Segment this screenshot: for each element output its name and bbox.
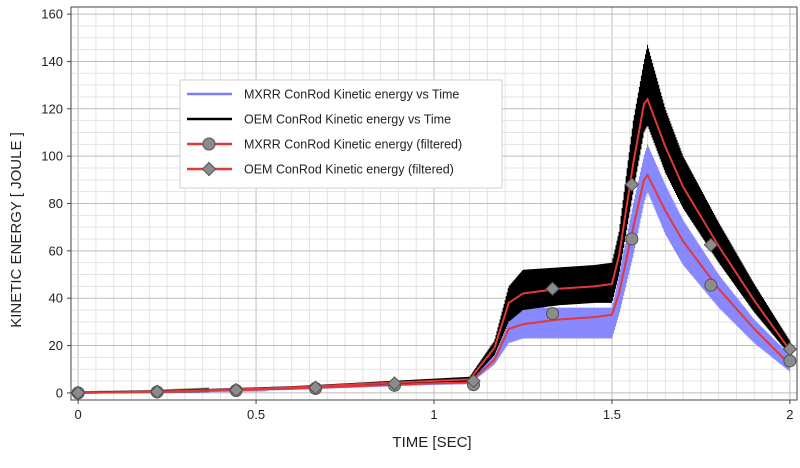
series-4-marker xyxy=(466,373,481,389)
series-4-marker xyxy=(782,341,798,357)
series-3-marker xyxy=(546,307,560,321)
y-tick-label: 80 xyxy=(49,196,63,211)
y-tick-label: 20 xyxy=(49,338,63,353)
legend-label: OEM ConRod Kinetic energy (filtered) xyxy=(244,163,454,177)
legend-label: MXRR ConRod Kinetic energy (filtered) xyxy=(244,138,462,152)
x-tick-label: 2 xyxy=(786,407,793,422)
series-line-4 xyxy=(78,97,791,394)
series-4-marker xyxy=(228,382,244,398)
series-4-marker xyxy=(149,384,165,399)
legend-swatch-marker xyxy=(202,137,216,151)
grid xyxy=(71,7,797,400)
series-3-marker xyxy=(783,354,797,368)
series-4-marker xyxy=(624,177,640,192)
series-line-3 xyxy=(78,173,791,394)
x-axis-title: TIME [SEC] xyxy=(392,434,471,451)
y-tick-label: 60 xyxy=(49,243,63,258)
plot-series xyxy=(70,44,798,401)
x-tick-label: 0.5 xyxy=(247,407,265,422)
series-3-marker xyxy=(704,278,718,292)
legend-swatch-marker xyxy=(201,161,217,177)
legend-label: MXRR ConRod Kinetic energy vs Time xyxy=(244,88,459,102)
y-axis-title: KINETIC ENERGY [ JOULE ] xyxy=(8,132,25,328)
x-tick-label: 1.5 xyxy=(603,407,621,422)
y-tick-label: 120 xyxy=(41,101,63,116)
series-4-marker xyxy=(70,385,86,401)
legend-box xyxy=(179,79,503,189)
x-tick-label: 1 xyxy=(430,407,437,422)
legend: MXRR ConRod Kinetic energy vs Time OEM Co… xyxy=(179,79,503,189)
series-4-marker xyxy=(703,237,719,253)
series-3-marker xyxy=(625,232,639,246)
series-4-marker xyxy=(387,376,402,391)
y-tick-label: 140 xyxy=(41,54,63,69)
x-tick-label: 0 xyxy=(75,407,82,422)
y-tick-label: 100 xyxy=(41,149,63,164)
y-tick-label: 40 xyxy=(49,291,63,306)
series-4-marker xyxy=(308,380,323,395)
y-tick-label: 0 xyxy=(56,385,63,400)
y-tick-label: 160 xyxy=(41,7,63,22)
series-4-marker xyxy=(545,281,560,296)
legend-label: OEM ConRod Kinetic energy vs Time xyxy=(244,113,451,127)
